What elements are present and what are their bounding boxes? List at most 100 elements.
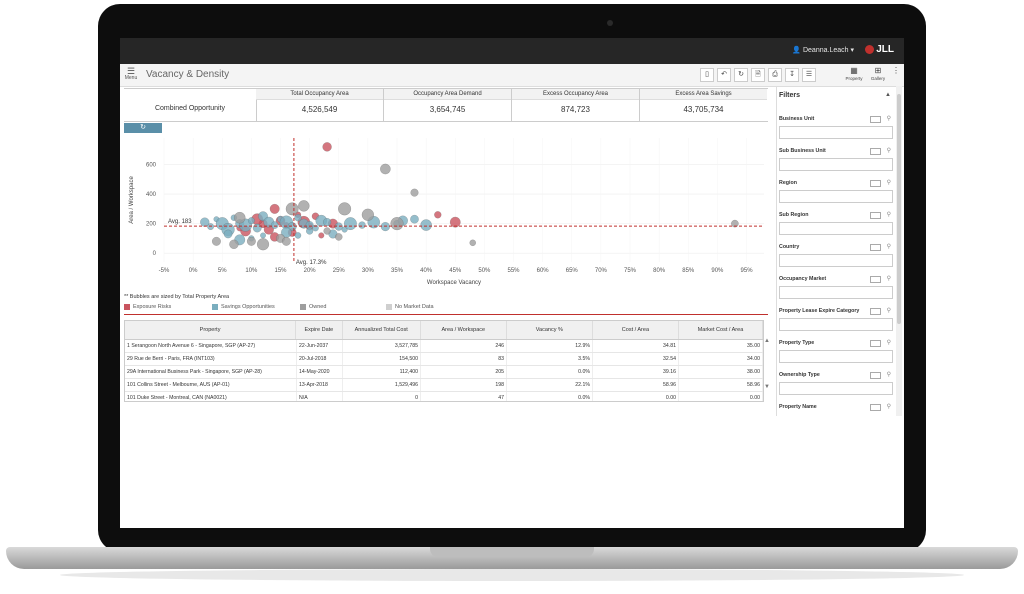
filter-input[interactable] (779, 350, 893, 363)
data-bubble (229, 239, 239, 249)
pin-icon[interactable]: ⚲ (886, 276, 891, 282)
data-bubble (256, 238, 270, 251)
legend-item[interactable]: Owned (300, 304, 386, 310)
data-bubble (434, 211, 442, 219)
filters-scrollbar[interactable] (896, 86, 902, 416)
filter-input[interactable] (779, 254, 893, 267)
scroll-up-icon[interactable]: ▲ (764, 338, 770, 344)
data-bubble (269, 203, 280, 214)
legend-item[interactable]: Exposure Risks (124, 304, 212, 310)
toggle-icon[interactable] (870, 116, 881, 123)
refresh-icon[interactable]: ↻ (734, 68, 748, 82)
filter-label: Property Name (779, 404, 817, 410)
user-menu[interactable]: 👤 Deanna.Leach ▾ (792, 46, 854, 54)
cell-annualized-cost: 0 (343, 392, 421, 401)
menu-button[interactable]: ☰ Menu (124, 67, 138, 82)
column-header-expire-date[interactable]: Expire Date (296, 321, 343, 339)
print-icon[interactable]: ⎙ (768, 68, 782, 82)
y-tick-label: 600 (146, 163, 157, 169)
chart-note: ** Bubbles are sized by Total Property A… (124, 294, 230, 300)
pin-icon[interactable]: ⚲ (886, 244, 891, 250)
building-icon: ▦ (850, 66, 858, 75)
filter-input[interactable] (779, 286, 893, 299)
pin-icon[interactable]: ⚲ (886, 180, 891, 186)
toggle-icon[interactable] (870, 148, 881, 155)
pin-icon[interactable]: ⚲ (886, 404, 891, 410)
brand-logo: JLL (865, 44, 894, 55)
column-header-cost-area[interactable]: Cost / Area (593, 321, 679, 339)
toggle-icon[interactable] (870, 276, 881, 283)
table-row[interactable]: 29A International Business Park - Singap… (125, 366, 763, 379)
gallery-button[interactable]: ⊞ Gallery (868, 66, 888, 81)
user-icon: 👤 (792, 47, 802, 54)
property-button[interactable]: ▦ Property (844, 66, 864, 81)
filter-group: Property Name ⚲ (779, 404, 893, 411)
legend-swatch (212, 304, 218, 310)
filter-input[interactable] (779, 222, 893, 235)
filters-panel: Filters ▲ Business Unit ⚲ Sub Business U… (776, 86, 897, 416)
summary-header: Total Occupancy Area (256, 89, 383, 100)
legend-item[interactable]: No Market Data (386, 304, 474, 310)
bookmark-icon[interactable]: ▯ (700, 68, 714, 82)
pin-icon[interactable]: ⚲ (886, 116, 891, 122)
filter-input[interactable] (779, 158, 893, 171)
column-header-annualized-cost[interactable]: Annualized Total Cost (343, 321, 421, 339)
pin-icon[interactable]: ⚲ (886, 372, 891, 378)
cell-cost-area: 32.54 (593, 353, 679, 365)
toggle-icon[interactable] (870, 212, 881, 219)
legend-label: Exposure Risks (133, 304, 172, 310)
cell-property: 1 Serangoon North Avenue 6 - Singapore, … (125, 340, 297, 352)
export-icon[interactable]: 🗎 (751, 68, 765, 82)
x-tick-label: 60% (537, 268, 550, 274)
filter-input[interactable] (779, 318, 893, 331)
section-divider (124, 314, 768, 315)
data-bubble (469, 239, 476, 247)
filter-group: Country ⚲ (779, 244, 893, 267)
gallery-label: Gallery (870, 76, 886, 81)
toggle-icon[interactable] (870, 340, 881, 347)
scroll-down-icon[interactable]: ▼ (764, 384, 770, 390)
pin-icon[interactable]: ⚲ (886, 212, 891, 218)
cell-expire-date: 20-Jul-2018 (297, 353, 343, 365)
collapse-icon[interactable]: ▲ (885, 92, 891, 98)
table-scroll-arrows[interactable]: ▲ ▼ (764, 338, 770, 390)
toggle-icon[interactable] (870, 404, 881, 411)
scrollbar-thumb[interactable] (897, 94, 901, 324)
summary-panel: Combined Opportunity Total Occupancy Are… (124, 88, 768, 122)
column-header-market-cost-area[interactable]: Market Cost / Area (679, 321, 763, 339)
legend-item[interactable]: Savings Opportunities (212, 304, 300, 310)
cell-vacancy: 22.1% (507, 379, 593, 391)
filter-input[interactable] (779, 382, 893, 395)
pin-icon[interactable]: ⚲ (886, 308, 891, 314)
column-header-property[interactable]: Property (125, 321, 297, 339)
pin-icon[interactable]: ⚲ (886, 340, 891, 346)
reset-zoom-button[interactable]: ↻ (124, 123, 162, 133)
pin-icon[interactable]: ⚲ (886, 148, 891, 154)
table-row[interactable]: 1 Serangoon North Avenue 6 - Singapore, … (125, 340, 763, 353)
table-row[interactable]: 29 Rue de Berri - Paris, FRA (INT103) 20… (125, 353, 763, 366)
grid-icon: ⊞ (874, 66, 882, 75)
toggle-icon[interactable] (870, 308, 881, 315)
download-icon[interactable]: ↧ (785, 68, 799, 82)
cell-market-cost-area: 38.00 (679, 366, 763, 378)
column-header-area-workspace[interactable]: Area / Workspace (421, 321, 507, 339)
cell-market-cost-area: 34.00 (679, 353, 763, 365)
data-bubble (294, 214, 302, 222)
x-tick-label: 35% (391, 268, 404, 274)
table-row[interactable]: 101 Duke Street - Montreal, CAN (NA0021)… (125, 392, 763, 401)
more-menu-icon[interactable]: ⋮ (892, 66, 900, 75)
x-tick-label: 30% (362, 268, 375, 274)
filter-input[interactable] (779, 126, 893, 139)
toggle-icon[interactable] (870, 180, 881, 187)
toggle-icon[interactable] (870, 372, 881, 379)
undo-icon[interactable]: ↶ (717, 68, 731, 82)
toolbar-right: ▦ Property ⊞ Gallery ⋮ (844, 66, 900, 81)
table-row[interactable]: 101 Collins Street - Melbourne, AUS (AP-… (125, 379, 763, 392)
toggle-icon[interactable] (870, 244, 881, 251)
settings-sliders-icon[interactable]: ☰ (802, 68, 816, 82)
brand-name: JLL (876, 44, 894, 55)
toolbar: ☰ Menu Vacancy & Density ▯ ↶ ↻ 🗎 ⎙ ↧ ☰ ▦… (120, 64, 904, 87)
column-header-vacancy[interactable]: Vacancy % (507, 321, 593, 339)
filter-input[interactable] (779, 190, 893, 203)
